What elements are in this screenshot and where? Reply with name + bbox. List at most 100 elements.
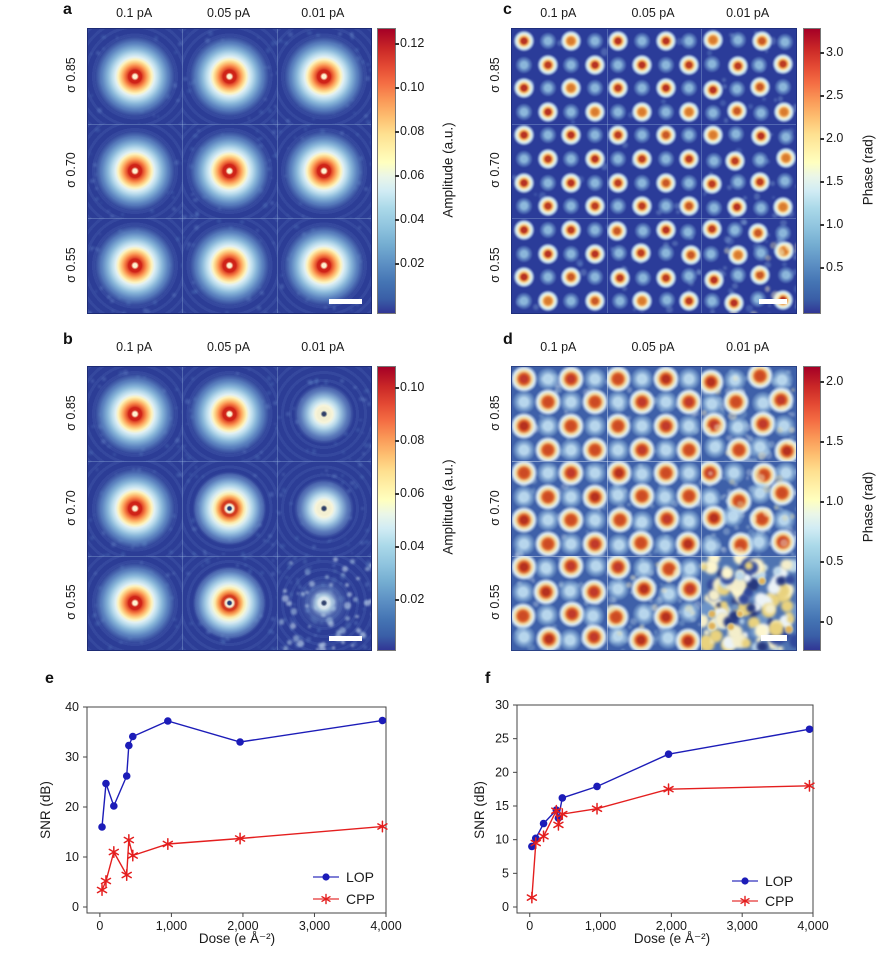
- atom-column-weak: [609, 55, 628, 74]
- noise-blob: [762, 565, 768, 571]
- asterisk-marker: [321, 893, 331, 905]
- speckle: [577, 261, 583, 268]
- atom-column-weak: [534, 556, 559, 581]
- asterisk-marker: [553, 818, 564, 831]
- asterisk-marker: [377, 820, 388, 833]
- heatmap-cell: [276, 555, 371, 650]
- atom-column-weak: [751, 243, 770, 262]
- atom-column-strong: [768, 478, 796, 507]
- probe-blob: [276, 218, 371, 313]
- speckle: [699, 563, 702, 569]
- y-tick-label: 30: [65, 750, 79, 764]
- cpp-markers: [96, 820, 388, 896]
- speckle: [750, 311, 757, 313]
- atom-column-weak: [630, 367, 655, 391]
- colorbar-tick: [395, 440, 399, 442]
- atom-column-weak: [656, 102, 675, 121]
- colorbar-tick: [820, 501, 824, 503]
- heatmap-cell: [701, 461, 796, 556]
- speckle: [629, 617, 637, 625]
- colorbar-tick-label: 0.08: [400, 124, 425, 138]
- speckle: [570, 119, 575, 124]
- atom-column-weak: [703, 435, 728, 460]
- atom-column-strong: [675, 481, 702, 510]
- colorbar-tick: [395, 493, 399, 495]
- panel-f-snr-chart: f 0 1,000 2,000 3,000 4,000 0 5 10 15 20 25 30 SNR (d…: [440, 660, 881, 965]
- atom-column-strong: [534, 625, 563, 650]
- noise-blob: [731, 603, 739, 611]
- y-tick-label: 20: [65, 800, 79, 814]
- asterisk-marker: [234, 832, 246, 845]
- speckle: [705, 426, 711, 432]
- atom-column-weak: [633, 269, 652, 288]
- atom-column-strong: [533, 388, 562, 417]
- atom-column-strong: [556, 555, 585, 581]
- speckle: [639, 624, 644, 630]
- atom-column-weak: [680, 267, 699, 286]
- circle-marker: [164, 717, 172, 725]
- speckle: [779, 539, 788, 548]
- atom-column-weak: [775, 33, 794, 52]
- atom-column-strong: [627, 481, 656, 510]
- atom-column-weak: [676, 461, 701, 485]
- atom-column-weak: [562, 150, 581, 169]
- atom-column-strong: [702, 29, 725, 52]
- speckle: [776, 426, 784, 434]
- atom-column-strong: [557, 367, 586, 393]
- colorbar-tick-label: 0.04: [400, 539, 425, 553]
- x-tick-label: 0: [96, 919, 103, 933]
- speckle: [600, 48, 607, 57]
- atom-column-strong: [748, 75, 771, 98]
- atom-column-weak: [705, 151, 724, 170]
- speckle: [791, 552, 795, 556]
- panel-letter-a: a: [63, 1, 72, 18]
- atom-column-weak: [559, 437, 584, 462]
- speckle: [764, 286, 771, 292]
- atom-column-strong: [630, 574, 659, 603]
- atom-column-weak: [559, 484, 584, 509]
- axes-box: [516, 704, 814, 914]
- row-label-sigma: σ 0.70: [488, 152, 502, 188]
- speckle: [756, 217, 760, 219]
- atom-column-strong: [678, 100, 701, 123]
- atom-column-weak: [751, 198, 770, 217]
- x-tick-label: 2,000: [656, 919, 687, 933]
- asterisk-marker: [538, 830, 549, 843]
- atom-column-weak: [704, 103, 723, 122]
- atom-column-strong: [772, 101, 795, 124]
- noise-blob: [716, 569, 726, 578]
- atom-column-weak: [774, 223, 793, 242]
- colorbar-tick: [395, 43, 399, 45]
- atom-column-weak: [677, 413, 702, 438]
- noise-spot: [707, 609, 717, 619]
- y-tick-label: 20: [495, 765, 509, 779]
- panel-letter-c: c: [503, 1, 512, 18]
- atom-column-weak: [512, 531, 536, 556]
- lop-markers: [98, 716, 387, 831]
- atom-column-strong: [767, 386, 796, 415]
- speckle: [765, 255, 772, 262]
- atom-column-weak: [585, 221, 604, 240]
- atom-column-weak: [582, 413, 607, 438]
- grid-divider: [701, 367, 703, 650]
- speckle: [777, 248, 785, 255]
- atom-column-strong: [557, 411, 586, 440]
- probe-blob: [276, 123, 371, 219]
- atom-column-weak: [653, 437, 678, 462]
- speckle: [706, 50, 713, 56]
- heatmap-cell: [512, 29, 607, 124]
- atom-column-strong: [626, 625, 655, 650]
- column-label-0.1pA: 0.1 pA: [116, 340, 153, 354]
- probe-blob: [182, 123, 277, 219]
- atom-column-strong: [579, 577, 607, 606]
- colorbar-tick: [820, 267, 824, 269]
- colorbar-tick-label: 0.5: [826, 554, 844, 568]
- speckle: [794, 506, 796, 511]
- speckle: [741, 220, 748, 226]
- atom-column-weak: [512, 625, 537, 650]
- colorbar-tick: [820, 181, 824, 183]
- heatmap-cell: [701, 123, 796, 219]
- atom-column-weak: [609, 197, 628, 216]
- colorbar-tick: [395, 175, 399, 177]
- noise-blob: [731, 577, 746, 592]
